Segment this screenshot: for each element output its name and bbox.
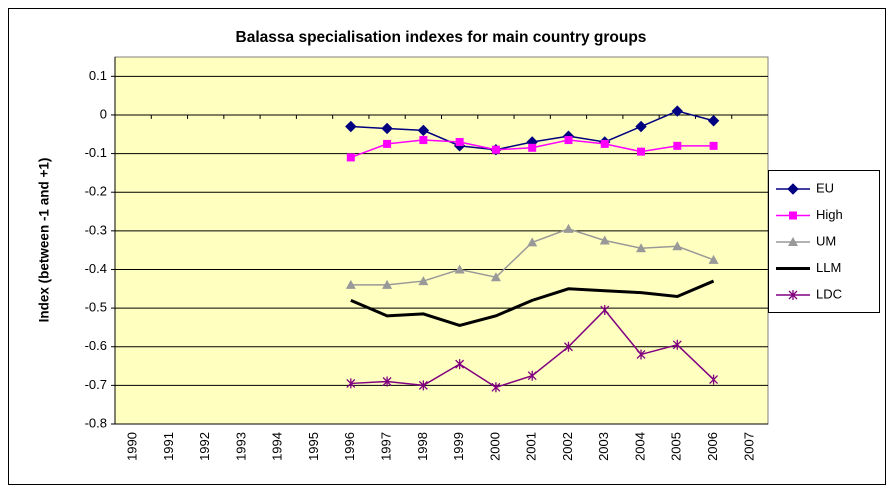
y-axis-title: Index (between -1 and +1) xyxy=(37,158,52,323)
marker xyxy=(564,136,573,145)
x-tick-label: 1994 xyxy=(270,432,285,461)
y-tick-label: -0.7 xyxy=(85,377,107,392)
marker xyxy=(600,139,609,148)
y-tick-label: -0.8 xyxy=(85,415,107,430)
marker xyxy=(419,136,428,145)
marker xyxy=(383,139,392,148)
marker xyxy=(709,374,719,385)
marker xyxy=(455,359,465,370)
y-tick-label: -0.1 xyxy=(85,145,107,160)
marker xyxy=(346,378,356,389)
marker xyxy=(381,122,393,135)
x-tick-label: 1998 xyxy=(415,432,430,461)
marker xyxy=(636,349,646,360)
x-tick-label: 2004 xyxy=(632,432,647,461)
x-tick-label: 2006 xyxy=(705,432,720,461)
x-tick-label: 2002 xyxy=(560,432,575,461)
series-line xyxy=(350,279,715,328)
y-tick-label: -0.6 xyxy=(85,338,107,353)
y-tick-label: 0 xyxy=(100,106,107,121)
marker xyxy=(382,376,392,387)
marker xyxy=(637,147,646,156)
marker xyxy=(527,237,538,247)
x-tick-label: 2005 xyxy=(669,432,684,461)
y-tick-label: -0.3 xyxy=(85,222,107,237)
marker xyxy=(600,305,610,316)
x-tick-label: 1990 xyxy=(125,432,140,461)
legend-label: High xyxy=(816,207,843,222)
x-tick-label: 1992 xyxy=(197,432,212,461)
x-tick-label: 2001 xyxy=(524,432,539,461)
marker xyxy=(454,264,465,274)
y-tick-label: -0.2 xyxy=(85,184,107,199)
y-tick-label: -0.4 xyxy=(85,261,107,276)
x-tick-label: 1995 xyxy=(306,432,321,461)
marker xyxy=(382,279,393,289)
marker xyxy=(563,223,574,233)
marker xyxy=(599,235,610,245)
marker xyxy=(673,141,682,150)
chart-title: Balassa specialisation indexes for main … xyxy=(236,29,647,46)
x-tick-label: 1993 xyxy=(233,432,248,461)
marker xyxy=(788,237,798,246)
marker xyxy=(491,145,500,154)
legend-label: LLM xyxy=(816,260,841,275)
marker xyxy=(490,272,501,282)
x-tick-label: 2007 xyxy=(741,432,756,461)
marker xyxy=(564,341,573,352)
x-tick-label: 2003 xyxy=(596,432,611,461)
x-tick-label: 1999 xyxy=(451,432,466,461)
marker xyxy=(635,120,647,133)
marker xyxy=(708,254,719,264)
marker xyxy=(346,153,355,162)
legend-label: LDC xyxy=(816,286,842,301)
y-tick-label: -0.5 xyxy=(85,300,107,315)
marker xyxy=(417,124,430,137)
x-tick-label: 1997 xyxy=(379,432,394,461)
y-tick-label: 0.1 xyxy=(89,68,107,83)
marker xyxy=(345,279,356,289)
marker xyxy=(709,141,718,150)
marker xyxy=(672,241,683,251)
marker xyxy=(672,339,682,350)
x-tick-label: 1996 xyxy=(342,432,357,461)
marker xyxy=(491,382,501,393)
marker xyxy=(636,243,647,253)
marker xyxy=(418,380,428,391)
marker xyxy=(788,290,798,300)
x-tick-label: 1991 xyxy=(161,432,176,461)
marker xyxy=(528,143,537,152)
marker xyxy=(527,370,537,381)
legend-label: UM xyxy=(816,233,836,248)
plot-area xyxy=(114,56,769,425)
legend-label: EU xyxy=(816,180,834,195)
marker xyxy=(671,105,684,117)
marker xyxy=(707,115,720,127)
x-tick-label: 2000 xyxy=(487,432,502,461)
marker xyxy=(455,137,464,146)
marker xyxy=(787,183,799,195)
marker xyxy=(418,276,429,286)
marker xyxy=(345,120,357,133)
marker xyxy=(789,211,797,220)
